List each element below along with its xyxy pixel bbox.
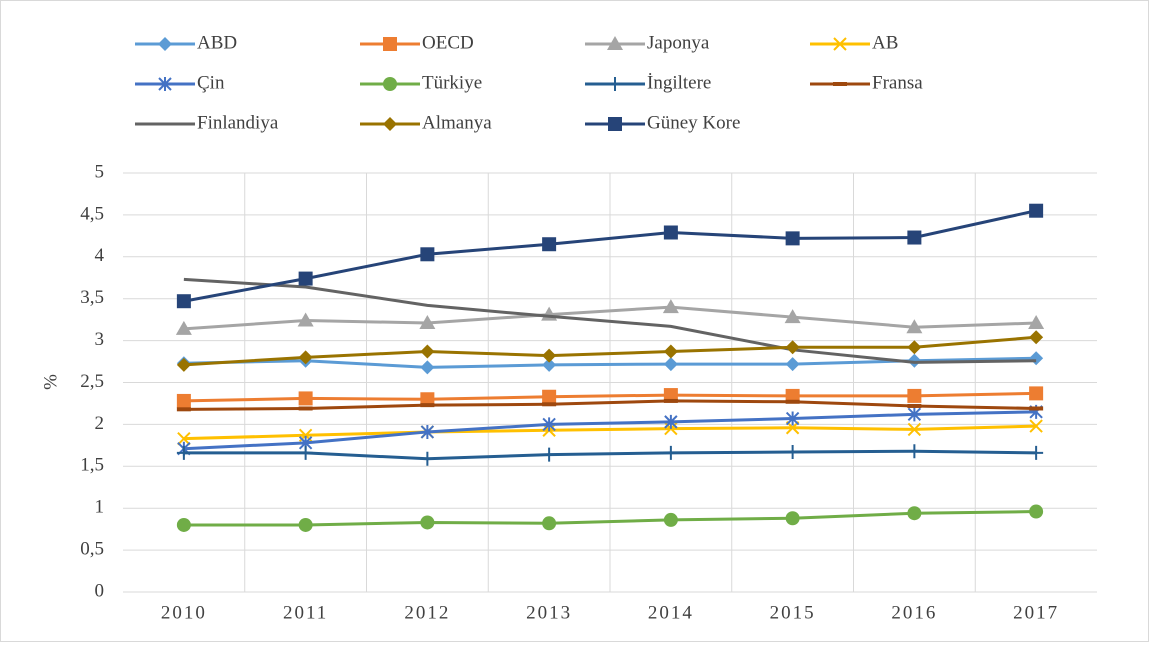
- y-axis-label: %: [40, 374, 61, 390]
- x-tick-label: 2013: [526, 602, 572, 623]
- y-tick-label: 3: [95, 329, 105, 350]
- marker: [420, 247, 434, 261]
- marker: [1029, 386, 1043, 400]
- marker: [420, 515, 434, 529]
- marker: [1029, 204, 1043, 218]
- legend-label: Finlandiya: [197, 112, 279, 133]
- marker: [542, 390, 556, 404]
- marker: [383, 37, 397, 51]
- x-tick-label: 2014: [648, 602, 694, 623]
- marker: [907, 389, 921, 403]
- marker: [608, 117, 622, 131]
- marker: [1029, 505, 1043, 519]
- marker: [383, 77, 397, 91]
- marker: [299, 518, 313, 532]
- marker: [542, 237, 556, 251]
- marker: [177, 518, 191, 532]
- legend-label: Almanya: [422, 112, 492, 133]
- legend-label: ABD: [197, 32, 237, 53]
- y-tick-label: 3,5: [80, 287, 104, 308]
- legend-label: Çin: [197, 72, 225, 93]
- marker: [177, 294, 191, 308]
- legend-label: Japonya: [647, 32, 710, 53]
- marker: [786, 511, 800, 525]
- x-tick-label: 2011: [283, 602, 328, 623]
- y-tick-label: 4: [95, 245, 105, 266]
- marker: [907, 231, 921, 245]
- y-tick-label: 1,5: [80, 455, 104, 476]
- y-tick-label: 5: [95, 161, 105, 182]
- marker: [299, 391, 313, 405]
- marker: [177, 394, 191, 408]
- x-tick-label: 2010: [161, 602, 207, 623]
- marker: [299, 272, 313, 286]
- y-tick-label: 4,5: [80, 203, 104, 224]
- marker: [664, 225, 678, 239]
- legend-label: Güney Kore: [647, 112, 740, 133]
- marker: [664, 513, 678, 527]
- legend-label: AB: [872, 32, 898, 53]
- x-tick-label: 2017: [1013, 602, 1059, 623]
- y-tick-label: 2,5: [80, 371, 104, 392]
- y-tick-label: 1: [95, 497, 105, 518]
- y-tick-label: 2: [95, 413, 105, 434]
- y-tick-label: 0,5: [80, 538, 104, 559]
- x-tick-label: 2015: [770, 602, 816, 623]
- y-tick-label: 0: [95, 580, 105, 601]
- legend-label: İngiltere: [647, 72, 711, 93]
- legend-label: Türkiye: [422, 72, 482, 93]
- marker: [907, 506, 921, 520]
- x-tick-label: 2016: [891, 602, 937, 623]
- legend-label: OECD: [422, 32, 474, 53]
- marker: [786, 231, 800, 245]
- legend-label: Fransa: [872, 72, 923, 93]
- x-tick-label: 2012: [404, 602, 450, 623]
- marker: [542, 516, 556, 530]
